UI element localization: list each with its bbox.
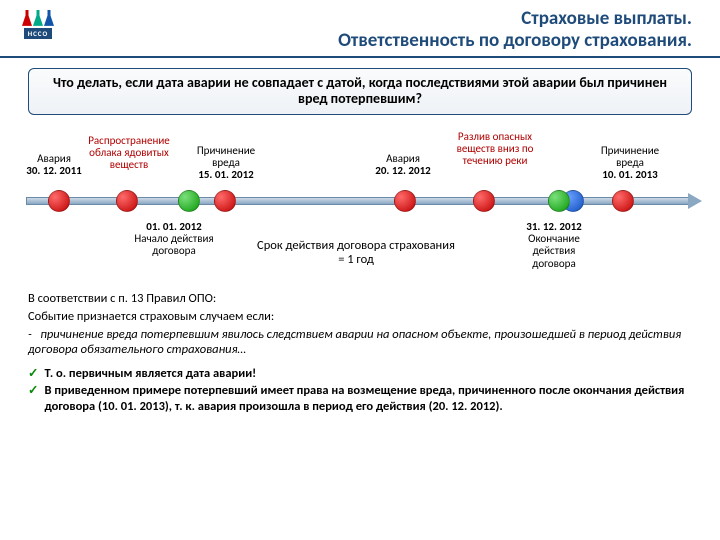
bullet-item: ✓ В приведенном примере потерпевший имее…: [28, 383, 692, 414]
flask-icon: [22, 10, 32, 26]
below-label-2: Срок действия договора страхования = 1 г…: [256, 239, 456, 267]
bullet-text: В приведенном примере потерпевший имеет …: [44, 383, 692, 414]
check-icon: ✓: [28, 383, 38, 399]
flask-icon: [44, 10, 54, 26]
event-label-2: Распространение облака ядовитых веществ: [84, 135, 174, 171]
event-date: 20. 12. 2012: [375, 164, 430, 177]
timeline-dot: [214, 190, 236, 212]
intro-line-3: - причинение вреда потерпевшим явилось с…: [28, 327, 692, 358]
content: В соответствии с п. 13 Правил ОПО: Событ…: [0, 291, 720, 414]
logo-text: НССО: [24, 28, 53, 39]
bullet-list: ✓ Т. о. первичным является дата аварии! …: [28, 366, 692, 415]
timeline-dot: [394, 190, 416, 212]
below-date: 01. 01. 2012: [146, 220, 201, 233]
title-line-1: Страховые выплаты.: [68, 8, 692, 30]
timeline-dot: [48, 190, 70, 212]
event-label-6: Причинение вреда 10. 01. 2013: [590, 145, 670, 181]
event-title: Авария: [37, 152, 71, 165]
event-title: Авария: [386, 152, 420, 165]
below-label-3: 31. 12. 2012 Окончание действия договора: [514, 221, 594, 269]
intro-text: причинение вреда потерпевшим явилось сле…: [28, 327, 681, 358]
title-line-2: Ответственность по договору страхования.: [68, 30, 692, 52]
header: НССО Страховые выплаты. Ответственность …: [0, 0, 720, 58]
event-date: 15. 01. 2012: [198, 168, 253, 181]
event-date: 30. 12. 2011: [26, 164, 81, 177]
timeline-dot: [178, 190, 200, 212]
bullet-item: ✓ Т. о. первичным является дата аварии!: [28, 366, 692, 382]
page-title: Страховые выплаты. Ответственность по до…: [68, 8, 692, 52]
event-title: Причинение вреда: [197, 144, 255, 169]
timeline-arrow-icon: [688, 193, 702, 209]
logo: НССО: [16, 10, 60, 50]
timeline-dot: [116, 190, 138, 212]
check-icon: ✓: [28, 366, 38, 382]
logo-flasks: [22, 10, 54, 26]
below-text: Окончание действия договора: [528, 232, 580, 269]
intro-line-2: Событие признается страховым случаем есл…: [28, 309, 692, 325]
event-date: 10. 01. 2013: [602, 168, 657, 181]
question-box: Что делать, если дата аварии не совпадае…: [28, 68, 692, 116]
bullet-text: Т. о. первичным является дата аварии!: [44, 366, 256, 382]
intro-line-1: В соответствии с п. 13 Правил ОПО:: [28, 291, 692, 307]
dash: -: [28, 327, 32, 342]
timeline-dot: [612, 190, 634, 212]
event-label-4: Авария 20. 12. 2012: [368, 153, 438, 177]
event-label-5: Разлив опасных веществ вниз по течению р…: [442, 131, 548, 167]
event-label-3: Причинение вреда 15. 01. 2012: [186, 145, 266, 181]
event-title: Причинение вреда: [601, 144, 659, 169]
below-label-1: 01. 01. 2012 Начало действия договора: [134, 221, 214, 257]
below-text: Начало действия договора: [134, 232, 213, 257]
below-date: 31. 12. 2012: [526, 220, 581, 233]
timeline-dot: [473, 190, 495, 212]
flask-icon: [33, 10, 43, 26]
timeline: Авария 30. 12. 2011 Распространение обла…: [18, 121, 702, 291]
event-label-1: Авария 30. 12. 2011: [22, 153, 86, 177]
